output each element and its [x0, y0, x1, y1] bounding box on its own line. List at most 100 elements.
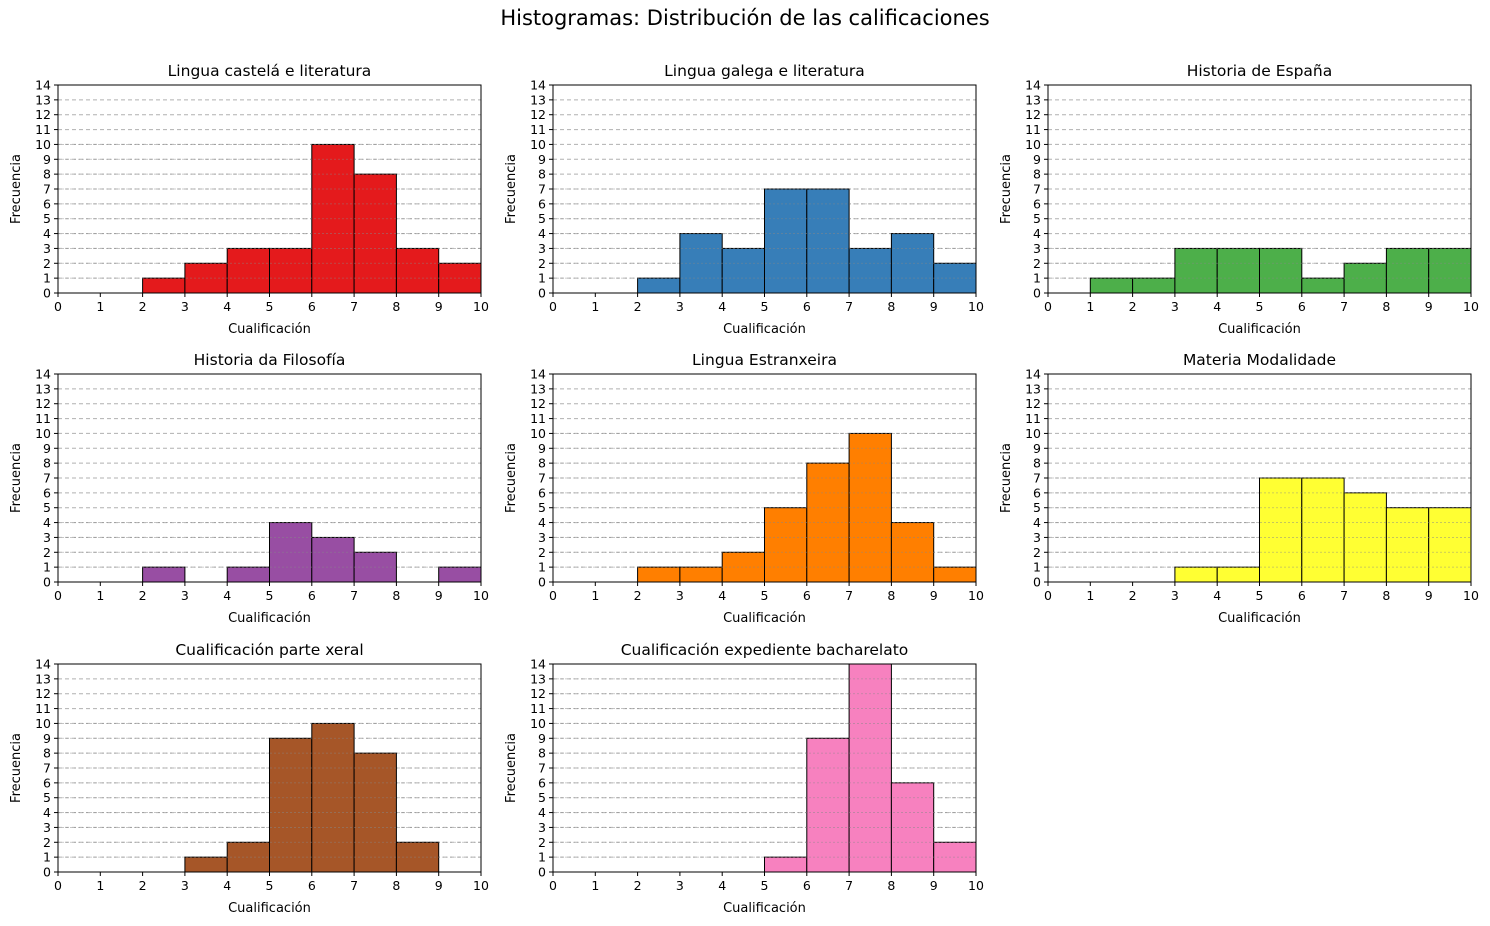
- chart-title: Materia Modalidade: [1183, 351, 1336, 369]
- y-tick-label: 8: [43, 746, 51, 761]
- y-tick-label: 6: [538, 196, 546, 211]
- y-axis-label: Frecuencia: [999, 154, 1014, 224]
- y-tick-label: 3: [43, 241, 51, 256]
- histogram-panel: 0 1 2 3 4 5 6 7 8 9 1001234567891011121314Historia…: [9, 351, 489, 626]
- x-tick-label: 0: [54, 588, 62, 603]
- x-tick-label: 5: [1256, 299, 1264, 314]
- y-tick-label: 13: [530, 92, 546, 107]
- y-tick-label: 2: [43, 545, 51, 560]
- x-axis: 0 1 2 3 4 5 6 7 8 9 10: [549, 582, 984, 603]
- y-tick-label: 8: [538, 746, 546, 761]
- x-tick-label: 0: [549, 299, 557, 314]
- x-tick-label: 9: [930, 588, 938, 603]
- y-tick-label: 12: [1025, 396, 1041, 411]
- x-tick-label: 8: [887, 878, 895, 893]
- y-tick-label: 6: [43, 196, 51, 211]
- y-tick-label: 3: [538, 241, 546, 256]
- x-tick-label: 2: [139, 299, 147, 314]
- histogram-panel: 0 1 2 3 4 5 6 7 8 9 1001234567891011121314Materia …: [999, 351, 1479, 626]
- x-axis-label: Cualificación: [723, 901, 806, 916]
- y-tick-label: 13: [1025, 381, 1041, 396]
- histogram-bar: [764, 507, 808, 583]
- y-tick-label: 10: [1025, 137, 1041, 152]
- y-tick-label: 10: [35, 137, 51, 152]
- histogram-bar: [637, 566, 681, 583]
- x-tick-label: 9: [1425, 299, 1433, 314]
- y-tick-label: 10: [35, 716, 51, 731]
- y-tick-label: 0: [1033, 286, 1041, 301]
- histogram-bar: [438, 566, 482, 583]
- y-tick-label: 6: [538, 485, 546, 500]
- y-tick-label: 10: [530, 137, 546, 152]
- y-tick-label: 1: [1033, 560, 1041, 575]
- histogram-bar: [1216, 247, 1260, 294]
- x-tick-label: 4: [718, 299, 726, 314]
- y-axis-label: Frecuencia: [9, 733, 24, 803]
- x-tick-label: 4: [718, 878, 726, 893]
- x-tick-label: 5: [1256, 588, 1264, 603]
- y-tick-label: 8: [43, 456, 51, 471]
- chart-title: Historia de España: [1187, 62, 1333, 80]
- bars: [637, 188, 977, 294]
- histogram-bar: [311, 536, 355, 583]
- x-tick-label: 8: [1382, 588, 1390, 603]
- x-tick-label: 7: [845, 299, 853, 314]
- y-tick-label: 14: [35, 657, 51, 672]
- y-tick-label: 10: [530, 426, 546, 441]
- histogram-bar: [1216, 566, 1260, 583]
- x-tick-label: 4: [1213, 299, 1221, 314]
- figure-title: Histogramas: Distribución de las calific…: [500, 6, 990, 30]
- x-tick-label: 9: [435, 299, 443, 314]
- y-tick-label: 2: [1033, 256, 1041, 271]
- y-tick-label: 14: [530, 657, 546, 672]
- x-tick-label: 7: [845, 588, 853, 603]
- x-tick-label: 10: [968, 588, 984, 603]
- histogram-bar: [269, 737, 313, 873]
- y-tick-label: 0: [538, 865, 546, 880]
- y-tick-label: 4: [538, 226, 546, 241]
- y-tick-label: 5: [43, 790, 51, 805]
- x-tick-label: 7: [845, 878, 853, 893]
- y-tick-label: 7: [43, 471, 51, 486]
- x-tick-label: 5: [761, 878, 769, 893]
- x-tick-label: 1: [96, 299, 104, 314]
- x-tick-label: 10: [473, 588, 489, 603]
- y-tick-label: 1: [538, 271, 546, 286]
- y-tick-label: 6: [538, 775, 546, 790]
- histogram-bar: [1301, 477, 1345, 583]
- y-tick-label: 13: [1025, 92, 1041, 107]
- x-axis: 0 1 2 3 4 5 6 7 8 9 10: [549, 293, 984, 314]
- bars: [1089, 247, 1472, 294]
- chart-title: Lingua galega e literatura: [664, 62, 865, 80]
- x-tick-label: 10: [473, 878, 489, 893]
- chart-title: Historia da Filosofía: [194, 351, 346, 369]
- y-tick-label: 5: [43, 500, 51, 515]
- x-tick-label: 10: [968, 878, 984, 893]
- x-tick-label: 3: [676, 588, 684, 603]
- y-tick-label: 8: [538, 167, 546, 182]
- x-axis-label: Cualificación: [228, 611, 311, 626]
- y-tick-label: 9: [538, 731, 546, 746]
- y-tick-label: 12: [530, 396, 546, 411]
- x-tick-label: 2: [634, 588, 642, 603]
- x-axis: 0 1 2 3 4 5 6 7 8 9 10: [54, 293, 489, 314]
- chart-title: Cualificación parte xeral: [175, 641, 363, 659]
- x-tick-label: 3: [181, 299, 189, 314]
- x-tick-label: 0: [1044, 588, 1052, 603]
- x-tick-label: 3: [1171, 299, 1179, 314]
- x-tick-label: 2: [139, 878, 147, 893]
- y-tick-label: 6: [43, 775, 51, 790]
- y-tick-label: 10: [530, 716, 546, 731]
- y-tick-label: 14: [530, 367, 546, 382]
- y-tick-label: 0: [43, 286, 51, 301]
- y-tick-label: 12: [35, 396, 51, 411]
- x-tick-label: 7: [350, 878, 358, 893]
- y-tick-label: 3: [1033, 241, 1041, 256]
- x-tick-label: 6: [308, 588, 316, 603]
- y-axis-label: Frecuencia: [999, 443, 1014, 513]
